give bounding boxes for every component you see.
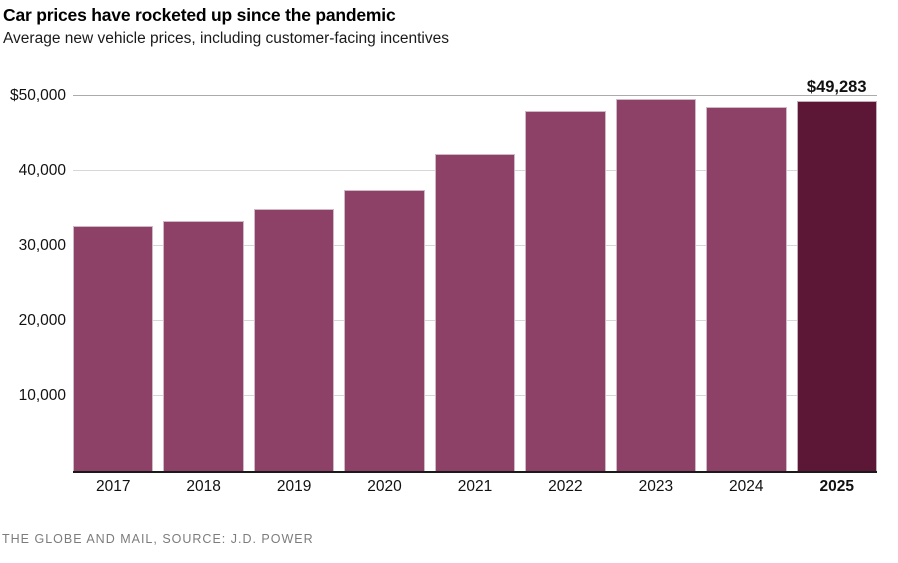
- plot-area: $49,283: [73, 78, 877, 473]
- bar-2017: [73, 225, 154, 471]
- bar-2020: [344, 189, 425, 471]
- x-tick-label-2022: 2022: [548, 478, 583, 495]
- bar-2018: [163, 221, 244, 471]
- x-tick-label-2025: 2025: [819, 478, 854, 495]
- x-tick-label-2019: 2019: [276, 478, 312, 495]
- chart-subtitle: Average new vehicle prices, including cu…: [3, 30, 449, 47]
- bar-2019: [253, 208, 335, 471]
- x-tick-label-2024: 2024: [729, 478, 764, 495]
- bar-2021: [434, 153, 516, 471]
- x-tick-label-2020: 2020: [367, 478, 402, 495]
- x-axis-line: [73, 471, 877, 473]
- y-tick-label: 10,000: [18, 387, 66, 404]
- x-tick-label-2023: 2023: [638, 478, 674, 495]
- x-tick-label-2017: 2017: [95, 478, 131, 495]
- bar-value-annotation: $49,283: [806, 78, 867, 97]
- gridline-50000: [73, 95, 877, 96]
- source-credit: THE GLOBE AND MAIL, SOURCE: J.D. POWER: [2, 532, 314, 546]
- x-tick-label-2018: 2018: [186, 478, 221, 495]
- bar-2022: [525, 111, 606, 471]
- bar-2023: [615, 99, 697, 471]
- bar-series: $49,283: [73, 78, 877, 471]
- y-axis-tick-labels: 10,000 20,000 30,000 40,000 $50,000: [0, 87, 66, 471]
- y-tick-label: 30,000: [18, 237, 66, 254]
- chart-title: Car prices have rocketed up since the pa…: [3, 5, 396, 25]
- y-tick-label: 20,000: [18, 312, 66, 329]
- y-tick-label: $50,000: [9, 87, 66, 104]
- bar-2025: $49,283: [796, 78, 877, 471]
- x-tick-label-2021: 2021: [457, 478, 493, 495]
- y-tick-label: 40,000: [18, 162, 66, 179]
- x-axis-tick-labels: 2017 2018 2019 2020 2021 2022 2023 2024 2025: [73, 478, 877, 496]
- bar-2024: [706, 106, 787, 471]
